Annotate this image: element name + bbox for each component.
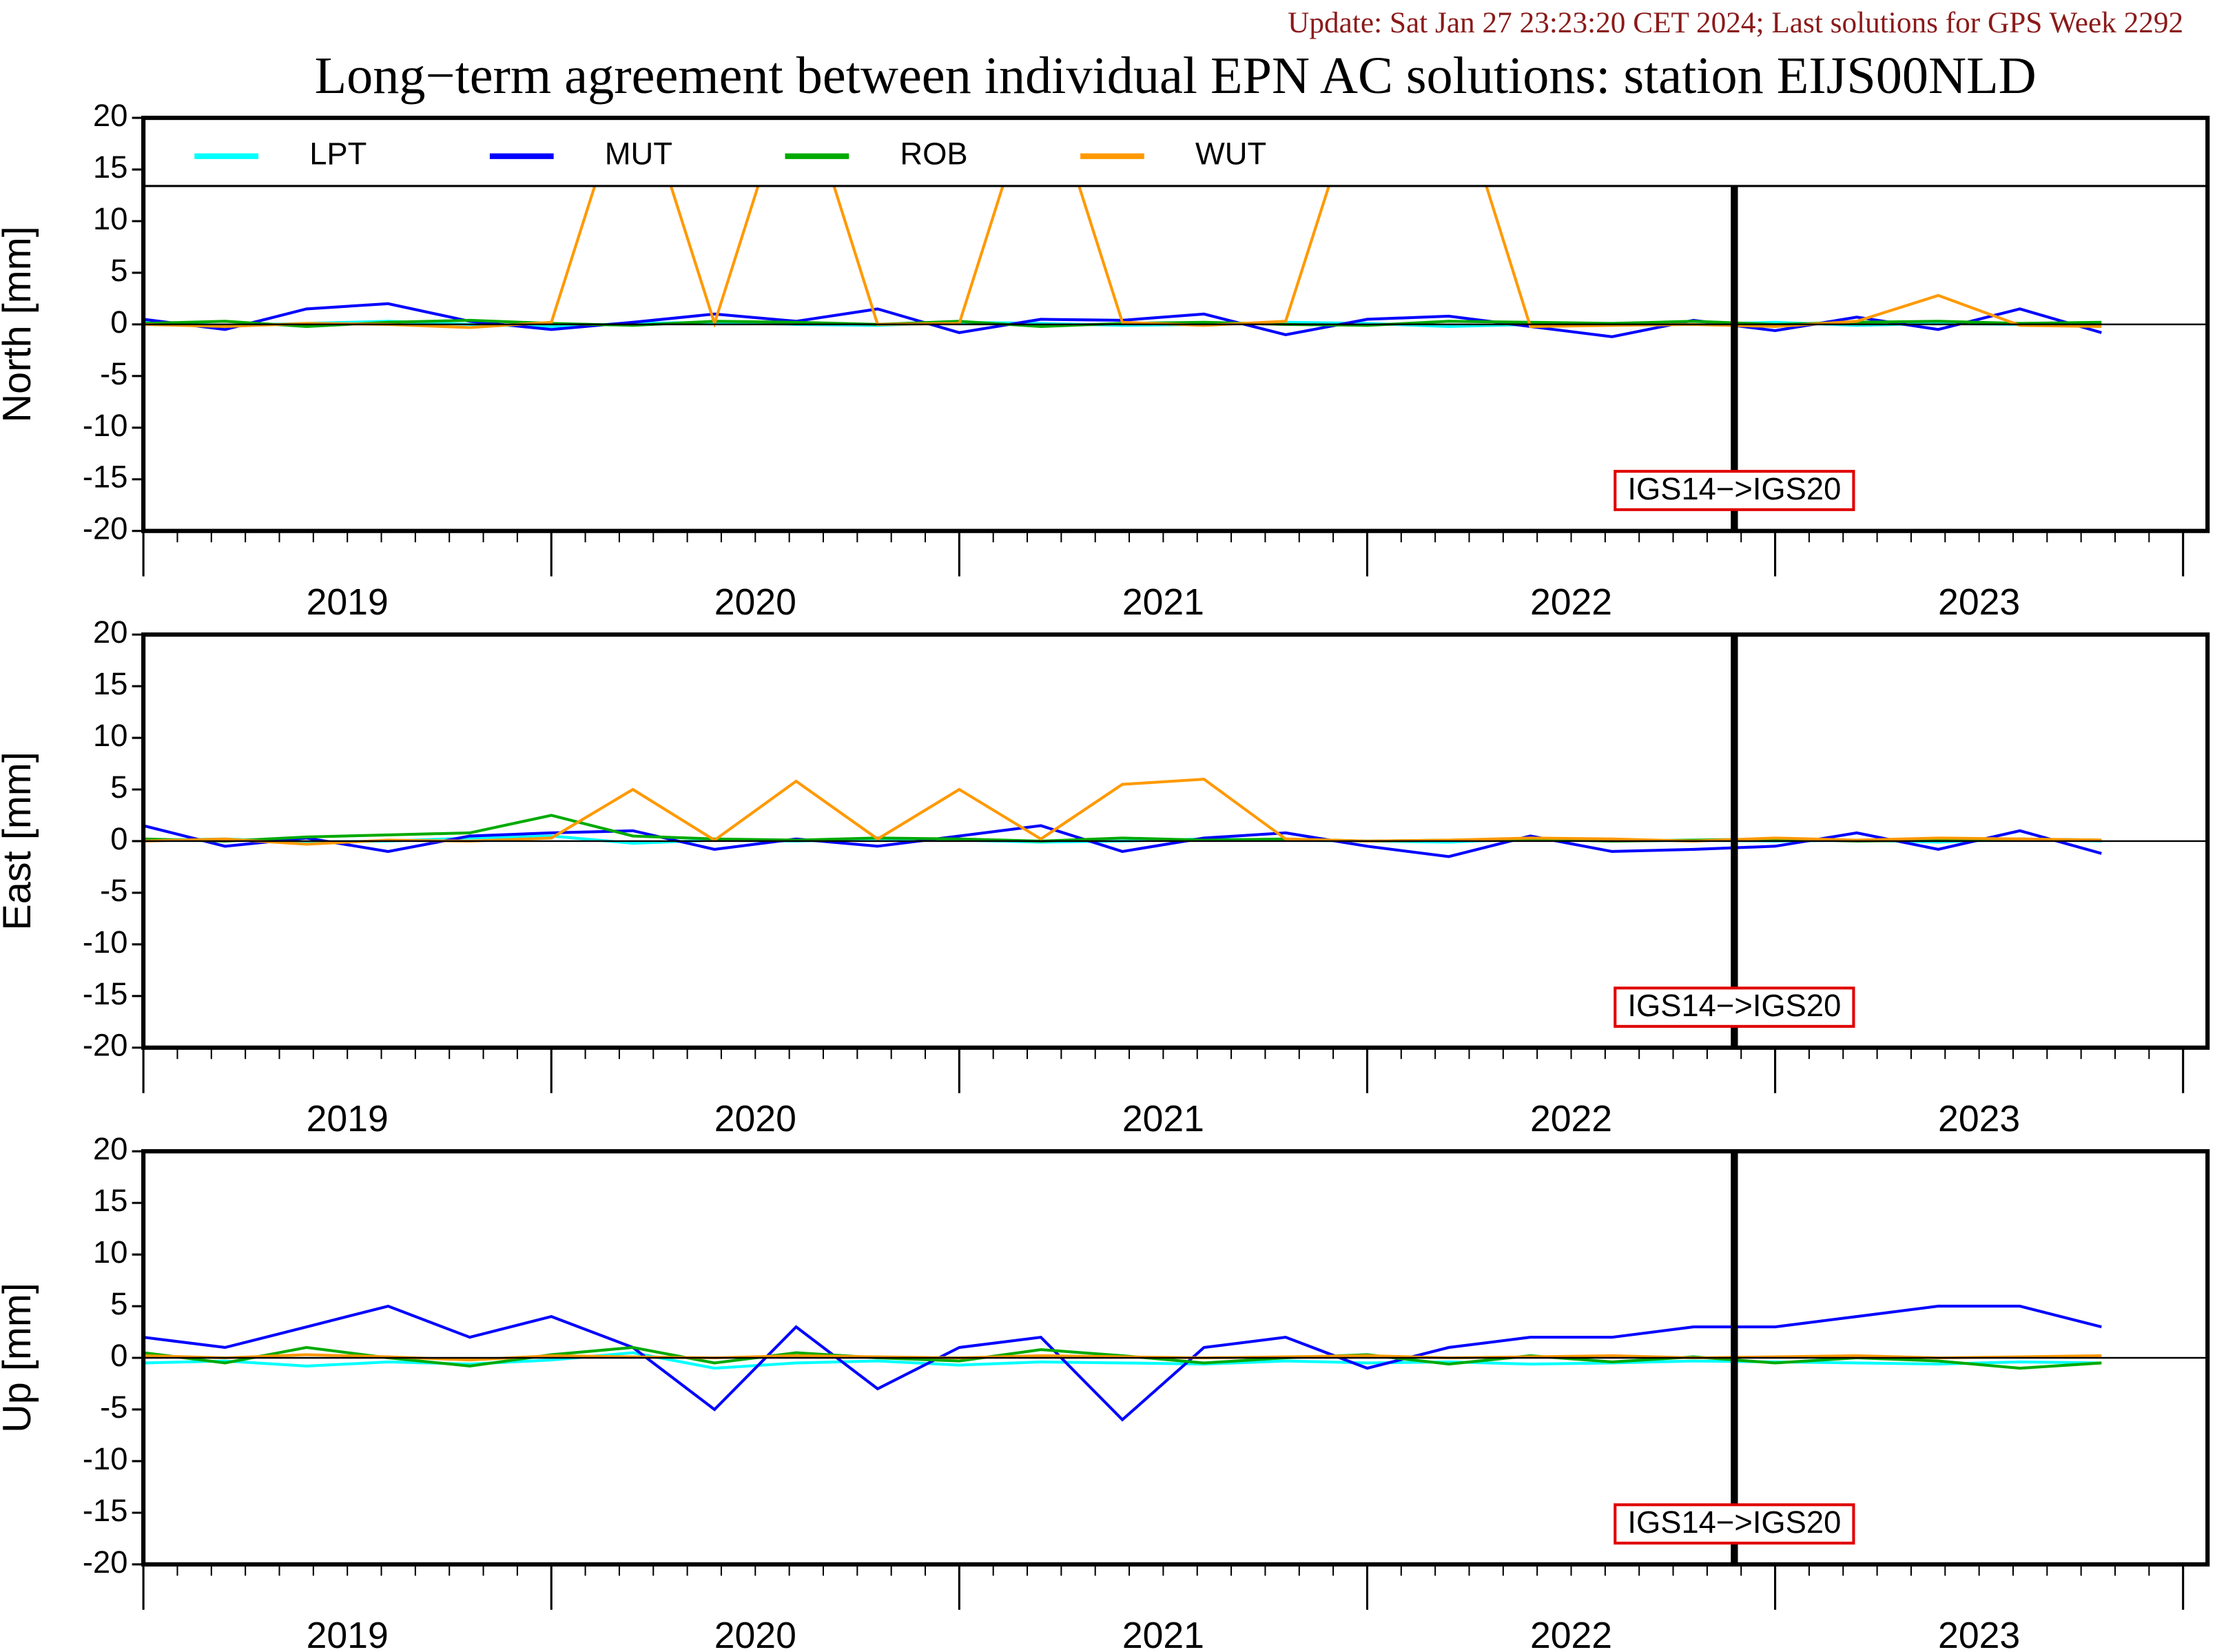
y-tick-label: 20	[93, 1131, 127, 1166]
x-tick-label: 2023	[1938, 1099, 2020, 1139]
event-label: IGS14−>IGS20	[1627, 1505, 1841, 1540]
chart-title: Long−term agreement between individual E…	[315, 47, 2037, 105]
legend-box	[142, 116, 2209, 187]
x-tick-label: 2022	[1530, 582, 1612, 623]
plot-frame	[141, 1149, 2210, 1567]
event-label: IGS14−>IGS20	[1627, 988, 1841, 1023]
y-tick-label: -10	[83, 408, 128, 443]
plot-frame	[141, 115, 2210, 533]
x-tick-label: 2022	[1530, 1615, 1612, 1652]
legend-label: LPT	[309, 136, 367, 172]
plot-area	[143, 118, 2102, 338]
y-tick-label: 5	[110, 1286, 127, 1321]
legend-label: WUT	[1195, 136, 1266, 172]
x-tick-label: 2020	[714, 582, 796, 623]
series-line	[143, 1304, 2102, 1422]
event-label: IGS14−>IGS20	[1627, 471, 1841, 506]
y-tick-label: 0	[110, 821, 127, 856]
y-tick-label: -20	[83, 511, 128, 546]
y-tick-label: 5	[110, 770, 127, 805]
plot-area	[143, 1304, 2102, 1422]
y-tick-label: 5	[110, 253, 127, 288]
y-tick-label: 10	[93, 1235, 127, 1270]
x-tick-label: 2022	[1530, 1099, 1612, 1139]
legend-label: ROB	[900, 136, 967, 172]
y-tick-label: -15	[83, 976, 128, 1011]
x-tick-label: 2023	[1938, 582, 2020, 623]
update-note: Update: Sat Jan 27 23:23:20 CET 2024; La…	[1288, 6, 2183, 39]
x-tick-label: 2020	[714, 1099, 796, 1139]
series-line	[143, 118, 2102, 329]
event-box	[1614, 470, 1855, 511]
x-tick-label: 2020	[714, 1615, 796, 1652]
y-tick-label: 0	[110, 304, 127, 340]
x-tick-label: 2019	[307, 1615, 389, 1652]
series-line	[143, 814, 2102, 843]
y-tick-label: -5	[100, 873, 127, 908]
y-tick-label: -10	[83, 925, 128, 960]
y-tick-label: -15	[83, 460, 128, 495]
x-tick-label: 2021	[1122, 1615, 1204, 1652]
y-tick-label: -20	[83, 1028, 128, 1063]
x-tick-label: 2021	[1122, 1099, 1204, 1139]
y-tick-label: -5	[100, 356, 127, 391]
y-tick-label: 0	[110, 1338, 127, 1373]
event-box	[1614, 1503, 1855, 1545]
series-line	[143, 1353, 2102, 1362]
series-line	[143, 824, 2102, 858]
x-tick-label: 2021	[1122, 582, 1204, 623]
y-tick-label: 10	[93, 718, 127, 753]
y-axis-label: North [mm]	[0, 226, 39, 422]
y-axis-label: East [mm]	[0, 752, 39, 931]
plot-frame	[141, 632, 2210, 1050]
plot-area	[143, 778, 2102, 858]
y-tick-label: -15	[83, 1493, 128, 1528]
x-tick-label: 2023	[1938, 1615, 2020, 1652]
y-tick-label: 15	[93, 1183, 127, 1218]
x-tick-label: 2019	[307, 1099, 389, 1139]
event-box	[1614, 987, 1855, 1028]
y-tick-label: -10	[83, 1441, 128, 1476]
y-tick-label: -5	[100, 1390, 127, 1425]
y-axis-label: Up [mm]	[0, 1283, 39, 1433]
x-tick-label: 2019	[307, 582, 389, 623]
y-tick-label: -20	[83, 1545, 128, 1580]
y-tick-label: 10	[93, 201, 127, 236]
y-tick-label: 15	[93, 149, 127, 185]
legend-label: MUT	[605, 136, 672, 172]
y-tick-label: 20	[93, 615, 127, 650]
y-tick-label: 15	[93, 666, 127, 701]
y-tick-label: 20	[93, 98, 127, 133]
